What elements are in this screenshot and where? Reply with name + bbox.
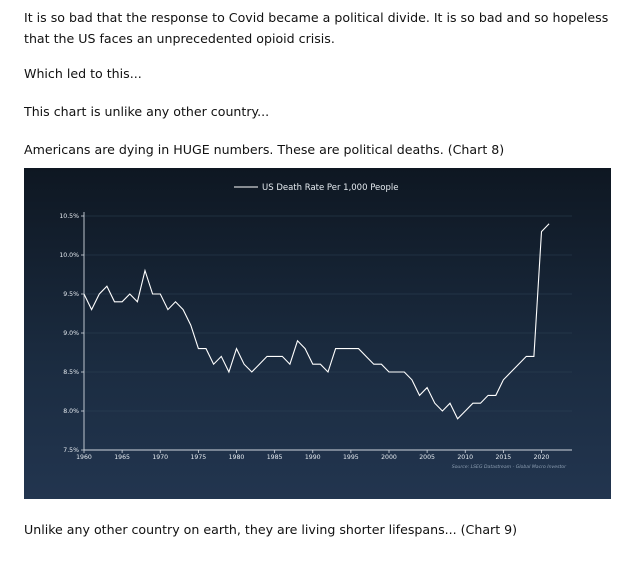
x-tick-label: 1960 — [76, 454, 92, 461]
y-tick-label: 9.5% — [63, 291, 79, 298]
x-tick-label: 1990 — [305, 454, 321, 461]
paragraph-unlike-country: This chart is unlike any other country..… — [24, 104, 270, 119]
legend-label: US Death Rate Per 1,000 People — [262, 183, 398, 193]
axes — [81, 212, 572, 453]
x-tick-label: 1995 — [343, 454, 359, 461]
y-tick-label: 10.0% — [59, 252, 79, 259]
source-note: Source: LSEG Datastream - Global Macro I… — [452, 464, 567, 470]
y-tick-label: 8.0% — [63, 408, 79, 415]
y-tick-label: 10.5% — [59, 213, 79, 220]
y-tick-label: 8.5% — [63, 369, 79, 376]
x-tick-label: 2010 — [457, 454, 473, 461]
x-tick-label: 2015 — [496, 454, 512, 461]
paragraph-chart-9-caption: Unlike any other country on earth, they … — [24, 522, 518, 537]
death-rate-line — [83, 223, 550, 420]
paragraph-chart-8-caption: Americans are dying in HUGE numbers. The… — [24, 142, 505, 157]
paragraph-which-led: Which led to this... — [24, 66, 142, 81]
y-tick-label: 7.5% — [63, 447, 79, 454]
gridlines — [84, 215, 572, 412]
x-tick-label: 1970 — [152, 454, 168, 461]
x-tick-label: 1975 — [191, 454, 207, 461]
death-rate-chart: 7.5% 8.0% 8.5% 9.0% 9.5% 10.0% 10.5% 1960 1965 19… — [24, 168, 611, 499]
y-tick-label: 9.0% — [63, 330, 79, 337]
tick-labels: 7.5% 8.0% 8.5% 9.0% 9.5% 10.0% 10.5% 1960 1965 19… — [59, 213, 549, 461]
x-tick-label: 2005 — [419, 454, 435, 461]
x-tick-label: 2020 — [534, 454, 550, 461]
paragraph-intro: It is so bad that the response to Covid … — [24, 10, 609, 46]
x-tick-label: 1965 — [114, 454, 130, 461]
x-tick-label: 1980 — [229, 454, 245, 461]
chart-canvas: 7.5% 8.0% 8.5% 9.0% 9.5% 10.0% 10.5% 1960 1965 19… — [59, 183, 572, 470]
x-tick-label: 1985 — [267, 454, 283, 461]
x-tick-label: 2000 — [381, 454, 397, 461]
chart-legend: US Death Rate Per 1,000 People — [234, 183, 398, 193]
